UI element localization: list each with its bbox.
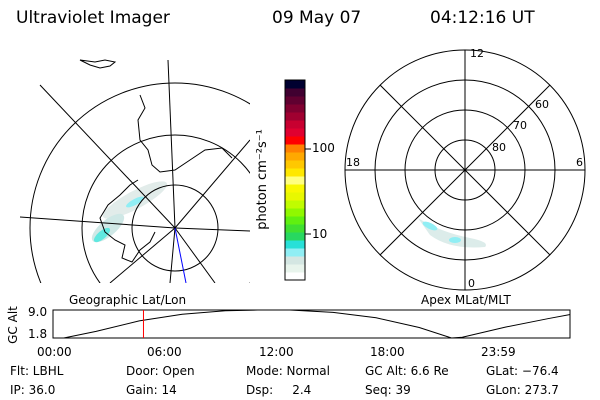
info-seq: Seq: 39 bbox=[365, 383, 411, 397]
colorbar-swatch bbox=[285, 216, 305, 225]
info-mode: Mode: Normal bbox=[246, 364, 330, 378]
info-dsp: Dsp: 2.4 bbox=[246, 383, 312, 397]
aurora-emission bbox=[91, 181, 168, 243]
instrument-title: Ultraviolet Imager bbox=[16, 8, 170, 28]
colorbar-swatch bbox=[285, 224, 305, 233]
lat-label-80: 80 bbox=[492, 141, 506, 154]
altitude-line bbox=[63, 309, 570, 339]
info-gc-alt: GC Alt: 6.6 Re bbox=[365, 364, 449, 378]
colorbar-swatch bbox=[285, 96, 305, 105]
lat-label-60: 60 bbox=[535, 98, 549, 111]
apex-label: Apex MLat/MLT bbox=[421, 293, 511, 307]
colorbar-swatch bbox=[285, 248, 305, 257]
colorbar-swatch bbox=[285, 264, 305, 273]
colorbar-swatch bbox=[285, 144, 305, 153]
ytick-1-8: 1.8 bbox=[28, 327, 48, 341]
colorbar-swatch bbox=[285, 104, 305, 113]
coastline bbox=[79, 59, 233, 263]
mlt-label-18: 18 bbox=[346, 156, 360, 169]
xtick-0600: 06:00 bbox=[147, 345, 182, 359]
apex-polar-plot bbox=[344, 49, 586, 291]
date-label: 09 May 07 bbox=[272, 8, 362, 28]
colorbar-swatch bbox=[285, 176, 305, 185]
mlt-label-12: 12 bbox=[470, 47, 484, 60]
colorbar-swatch bbox=[285, 160, 305, 169]
colorbar-swatch bbox=[285, 136, 305, 145]
colorbar-swatch bbox=[285, 256, 305, 265]
colorbar-swatch bbox=[285, 208, 305, 217]
spacecraft-direction bbox=[174, 227, 187, 283]
colorbar-swatch bbox=[285, 240, 305, 249]
xtick-0000: 00:00 bbox=[37, 345, 72, 359]
colorbar-label: photon cm⁻²s⁻¹ bbox=[254, 129, 270, 230]
altitude-plot bbox=[52, 309, 571, 339]
colorbar-swatch bbox=[285, 232, 305, 241]
geographic-label: Geographic Lat/Lon bbox=[69, 293, 187, 307]
info-door: Door: Open bbox=[126, 364, 195, 378]
mlt-label-6: 6 bbox=[576, 156, 583, 169]
time-label: 04:12:16 UT bbox=[430, 8, 535, 28]
colorbar-swatch bbox=[285, 80, 305, 89]
colorbar-swatch bbox=[285, 200, 305, 209]
altitude-ylabel: GC Alt bbox=[5, 306, 20, 344]
colorbar-swatch bbox=[285, 184, 305, 193]
info-ip: IP: 36.0 bbox=[10, 383, 56, 397]
mlt-label-0: 0 bbox=[468, 277, 475, 290]
colorbar-swatch bbox=[285, 272, 305, 281]
info-glon: GLon: 273.7 bbox=[486, 383, 559, 397]
aurora-emission-mlt bbox=[418, 218, 486, 248]
xtick-1800: 18:00 bbox=[370, 345, 405, 359]
xtick-1200: 12:00 bbox=[259, 345, 294, 359]
colorbar-swatch bbox=[285, 168, 305, 177]
colorbar bbox=[285, 80, 305, 281]
info-filter: Flt: LBHL bbox=[10, 364, 64, 378]
info-glat: GLat: −76.4 bbox=[486, 364, 559, 378]
lat-label-70: 70 bbox=[513, 119, 527, 132]
colorbar-tick-100: 100 bbox=[312, 141, 335, 155]
colorbar-swatch bbox=[285, 128, 305, 137]
ytick-9: 9.0 bbox=[28, 305, 48, 319]
info-gain: Gain: 14 bbox=[126, 383, 177, 397]
geographic-map bbox=[20, 59, 250, 283]
colorbar-swatch bbox=[285, 120, 305, 129]
colorbar-swatch bbox=[285, 192, 305, 201]
colorbar-swatch bbox=[285, 152, 305, 161]
xtick-2359: 23:59 bbox=[481, 345, 516, 359]
colorbar-swatch bbox=[285, 112, 305, 121]
colorbar-swatch bbox=[285, 88, 305, 97]
colorbar-tick-10: 10 bbox=[312, 227, 328, 241]
